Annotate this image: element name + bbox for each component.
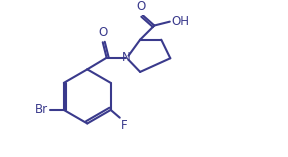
Text: F: F — [121, 119, 127, 132]
Text: N: N — [122, 51, 130, 64]
Text: Br: Br — [35, 103, 48, 116]
Text: O: O — [98, 26, 107, 39]
Text: OH: OH — [171, 15, 189, 28]
Text: O: O — [137, 0, 146, 13]
